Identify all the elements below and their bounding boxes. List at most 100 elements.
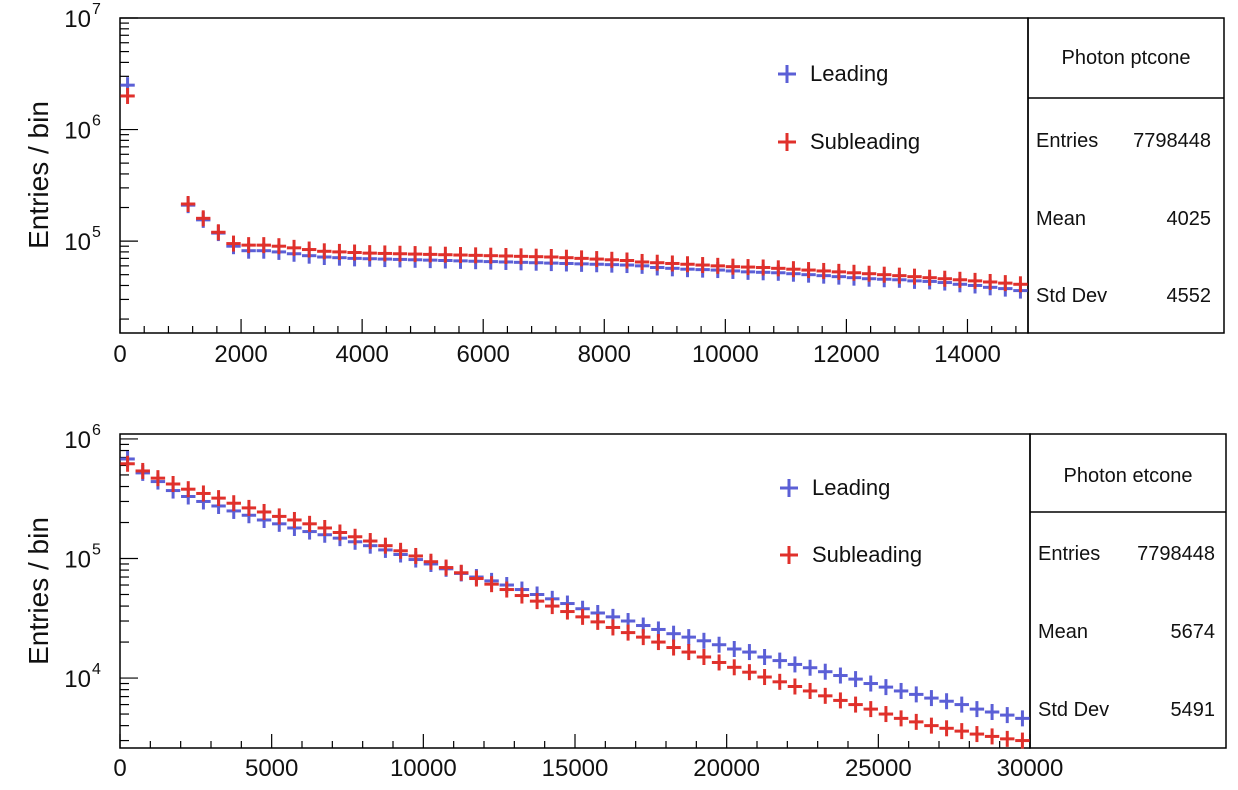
bottom-subleading-point — [742, 664, 757, 681]
bottom-stats-entries-value: 7798448 — [1137, 543, 1215, 565]
top-subleading-point — [407, 246, 423, 263]
bottom-subleading-point — [287, 511, 302, 528]
top-subleading-point — [1013, 276, 1028, 293]
bottom-subleading-point — [363, 533, 378, 550]
top-subleading-point — [740, 259, 756, 276]
bottom-y-axis-label: Entries / bin — [23, 517, 54, 665]
bottom-plot-frame — [119, 433, 1031, 749]
bottom-subleading-point — [165, 475, 181, 492]
bottom-subleading-point — [545, 598, 560, 615]
bottom-leading-point — [818, 663, 833, 680]
bottom-subleading-point — [226, 495, 241, 512]
bottom-leading-point — [772, 652, 787, 669]
bottom-subleading-point — [757, 669, 772, 686]
top-subleading-point — [604, 251, 620, 268]
bottom-leading-point — [833, 667, 848, 684]
bottom-x-tick-label: 15000 — [542, 755, 609, 782]
bottom-subleading-point — [620, 624, 636, 641]
bottom-leading-point — [969, 701, 985, 718]
top-subleading-point — [771, 260, 786, 277]
bottom-legend: Leading Subleading — [780, 475, 922, 567]
bottom-y-tick-label: 10 — [64, 666, 91, 693]
top-x-tick-label: 12000 — [813, 341, 880, 368]
top-subleading-point — [559, 249, 574, 266]
bottom-stats-stddev-label: Std Dev — [1038, 699, 1109, 721]
top-subleading-point — [483, 247, 498, 264]
bottom-y-tick-exponent: 4 — [92, 661, 101, 678]
top-subleading-point — [362, 245, 377, 262]
bottom-leading-point — [1000, 707, 1015, 724]
bottom-y-tick-label: 10 — [64, 427, 91, 454]
top-subleading-point — [468, 247, 483, 264]
top-series — [120, 77, 1028, 299]
top-x-tick-label: 0 — [113, 341, 126, 368]
top-subleading-point — [317, 243, 332, 260]
bottom-series — [120, 450, 1030, 749]
top-subleading-point — [907, 268, 922, 285]
bottom-subleading-point — [802, 682, 818, 699]
top-subleading-point — [665, 255, 680, 272]
bottom-x-tick-label: 5000 — [245, 755, 298, 782]
top-subleading-point — [256, 237, 271, 254]
top-subleading-point — [180, 196, 196, 213]
top-subleading-point — [211, 224, 226, 241]
bottom-leading-point — [681, 629, 696, 646]
bottom-subleading-point — [787, 678, 803, 695]
top-subleading-point — [998, 275, 1013, 292]
top-subleading-point — [922, 269, 937, 286]
bottom-stats-entries-label: Entries — [1038, 543, 1100, 565]
bottom-subleading-point — [924, 717, 939, 734]
top-subleading-point — [982, 273, 998, 290]
bottom-subleading-point — [438, 559, 454, 576]
bottom-stats-frame — [1029, 433, 1227, 749]
top-y-tick-exponent: 5 — [92, 224, 101, 241]
bottom-leading-point — [939, 693, 954, 710]
top-subleading-point — [196, 210, 211, 227]
top-subleading-point — [846, 264, 862, 281]
bottom-subleading-point — [636, 629, 651, 646]
top-y-axis-label: Entries / bin — [23, 101, 54, 249]
bottom-leading-point — [863, 675, 878, 692]
bottom-subleading-point — [878, 706, 894, 723]
top-subleading-point — [650, 254, 665, 271]
bottom-legend-leading-label: Leading — [812, 475, 890, 500]
top-x-tick-label: 10000 — [692, 341, 759, 368]
top-subleading-point — [498, 248, 514, 265]
top-stats-mean-value: 4025 — [1167, 208, 1212, 230]
bottom-subleading-point — [272, 508, 287, 525]
top-y-tick-label: 10 — [64, 118, 91, 145]
top-x-tick-label: 2000 — [214, 341, 267, 368]
bottom-subleading-point — [696, 649, 712, 666]
bottom-subleading-point — [378, 537, 393, 554]
top-subleading-point — [377, 245, 393, 262]
top-subleading-point — [937, 270, 952, 287]
bottom-subleading-point — [954, 723, 969, 740]
top-subleading-point — [816, 262, 831, 279]
bottom-subleading-point — [893, 710, 909, 727]
bottom-legend-subleading-label: Subleading — [812, 542, 922, 567]
top-x-tick-label: 8000 — [578, 341, 631, 368]
top-subleading-point — [725, 258, 741, 275]
bottom-subleading-point — [514, 587, 530, 604]
bottom-subleading-point — [181, 481, 196, 498]
top-subleading-point — [892, 267, 907, 284]
top-subleading-point — [120, 87, 135, 104]
top-subleading-point — [574, 250, 589, 267]
bottom-subleading-point — [560, 603, 575, 620]
bottom-subleading-point — [347, 528, 363, 545]
bottom-x-tick-label: 25000 — [845, 755, 912, 782]
top-subleading-point — [271, 238, 287, 255]
bottom-y-tick-exponent: 5 — [92, 542, 101, 559]
top-subleading-point — [589, 251, 604, 268]
top-subleading-point — [619, 252, 635, 269]
top-subleading-point — [831, 263, 847, 280]
bottom-subleading-point — [211, 490, 226, 507]
top-stats-mean-label: Mean — [1036, 208, 1086, 230]
top-subleading-point — [801, 262, 816, 279]
bottom-x-tick-label: 0 — [113, 755, 126, 782]
top-subleading-point — [861, 265, 877, 282]
bottom-subleading-point — [241, 499, 257, 516]
